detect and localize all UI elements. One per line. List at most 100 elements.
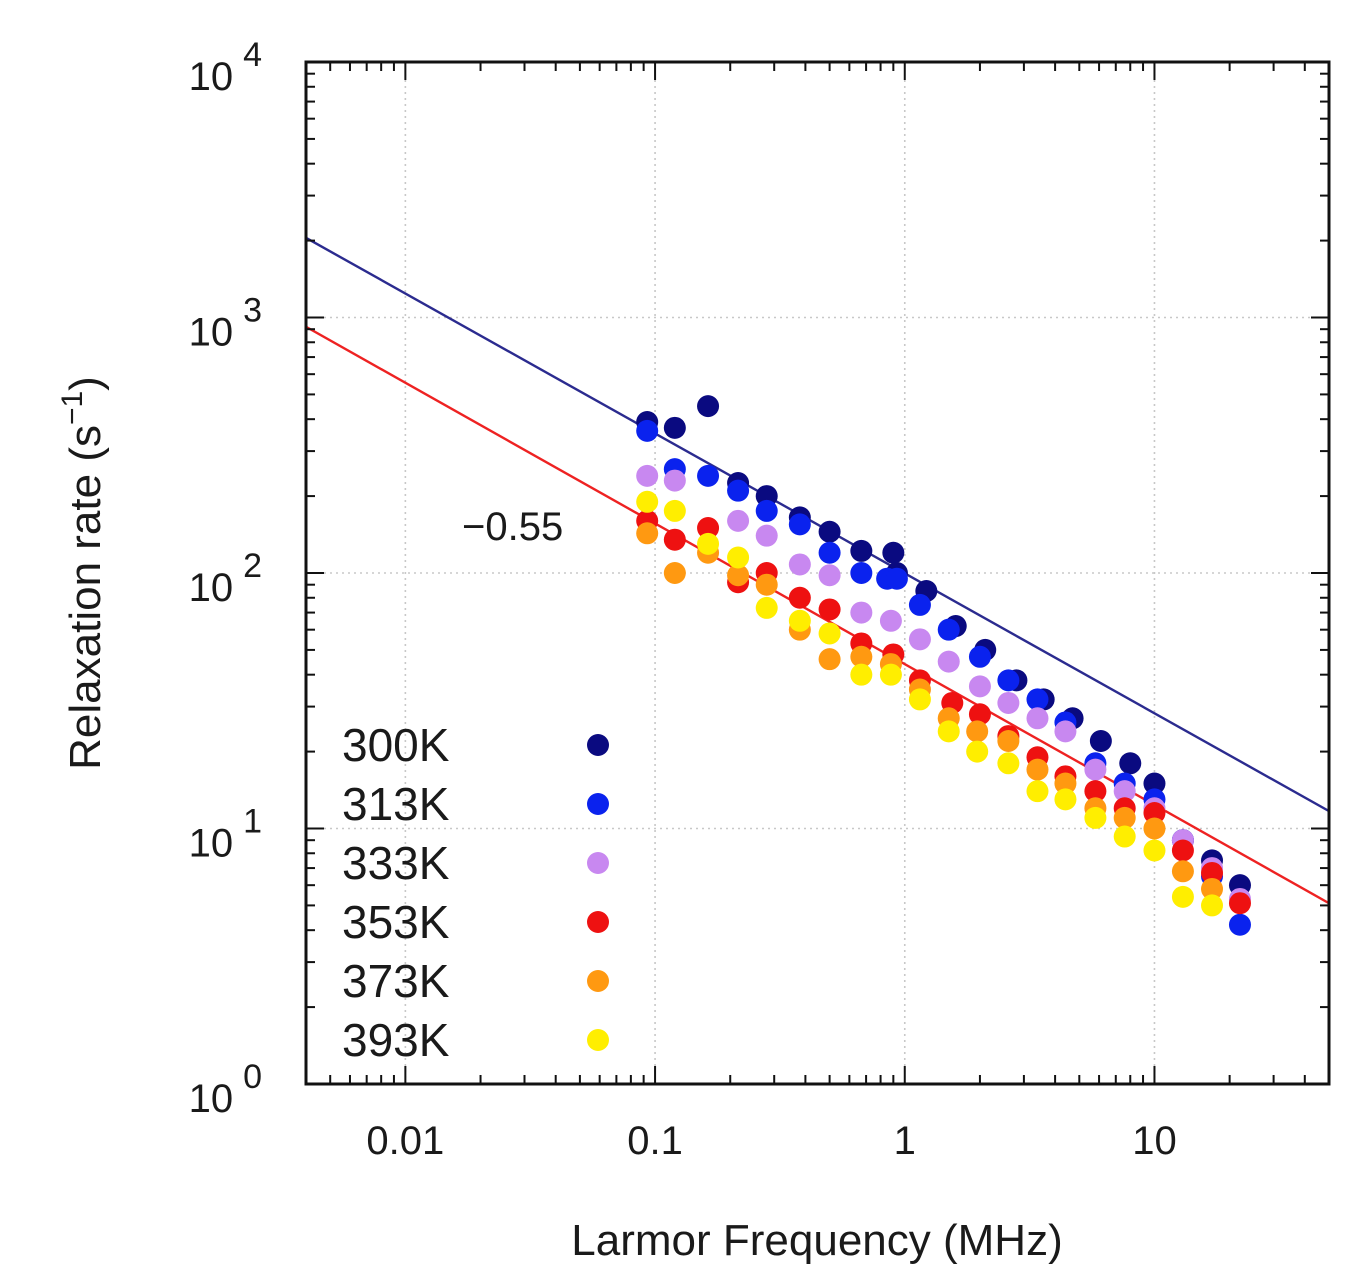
point-300K <box>663 416 686 439</box>
point-333K <box>968 675 991 698</box>
grid <box>306 62 1329 1084</box>
point-393K <box>997 752 1020 775</box>
point-373K <box>1143 817 1166 840</box>
point-313K <box>727 479 750 502</box>
point-333K <box>1026 707 1049 730</box>
x-tick-label: 0.1 <box>627 1119 683 1163</box>
point-393K <box>788 609 811 632</box>
legend-label-353K: 353K <box>342 896 450 948</box>
point-393K <box>1143 839 1166 862</box>
y-tick-exponent: 0 <box>243 1058 262 1096</box>
point-333K <box>1084 758 1107 781</box>
point-333K <box>997 691 1020 714</box>
point-393K <box>636 490 659 513</box>
point-373K <box>1171 860 1194 883</box>
point-393K <box>1113 825 1136 848</box>
slope-annotation: −0.55 <box>462 505 563 549</box>
point-313K <box>997 669 1020 692</box>
point-333K <box>788 553 811 576</box>
x-axis-title: Larmor Frequency (MHz) <box>571 1216 1062 1265</box>
x-tick-label: 1 <box>894 1119 916 1163</box>
point-313K <box>908 593 931 616</box>
legend-marker-300K <box>587 734 609 756</box>
point-333K <box>1054 720 1077 743</box>
point-313K <box>1228 913 1251 936</box>
point-300K <box>1119 752 1142 775</box>
axis-ticks <box>305 61 1330 1085</box>
point-373K <box>636 522 659 545</box>
y-tick-exponent: 4 <box>243 36 262 74</box>
point-353K <box>788 586 811 609</box>
data-points <box>636 395 1251 936</box>
point-353K <box>1228 892 1251 915</box>
y-tick-base: 10 <box>189 822 234 866</box>
y-tick-label: 10 2 <box>189 547 262 610</box>
legend-label-313K: 313K <box>342 778 450 830</box>
y-axis-title: Relaxation rate (s−1) <box>56 376 110 770</box>
legend-label-393K: 393K <box>342 1014 450 1066</box>
point-333K <box>879 609 902 632</box>
point-353K <box>1084 780 1107 803</box>
legend-marker-353K <box>587 911 609 933</box>
legend: 300K 313K 333K 353K 373K 393K <box>342 719 609 1066</box>
point-393K <box>850 663 873 686</box>
point-393K <box>908 688 931 711</box>
point-300K <box>818 520 841 543</box>
y-tick-base: 10 <box>189 55 234 99</box>
point-313K <box>850 562 873 584</box>
legend-marker-333K <box>587 852 609 874</box>
point-353K <box>1171 839 1194 862</box>
point-300K <box>1089 730 1112 753</box>
point-393K <box>879 663 902 686</box>
point-353K <box>1143 801 1166 824</box>
point-353K <box>1201 861 1224 884</box>
point-333K <box>755 524 778 547</box>
point-373K <box>1026 758 1049 781</box>
point-393K <box>727 546 750 569</box>
point-300K <box>1143 772 1166 795</box>
x-tick-label: 10 <box>1132 1119 1177 1163</box>
point-313K <box>818 541 841 564</box>
point-313K <box>937 618 960 641</box>
point-333K <box>663 469 686 492</box>
point-300K <box>850 539 873 562</box>
point-393K <box>937 720 960 743</box>
point-373K <box>1201 877 1224 900</box>
point-333K <box>908 628 931 651</box>
point-300K <box>882 541 905 564</box>
y-tick-base: 10 <box>189 311 234 355</box>
point-373K <box>663 562 686 584</box>
legend-label-373K: 373K <box>342 955 450 1007</box>
y-tick-label: 10 1 <box>189 803 262 866</box>
point-313K <box>1026 688 1049 711</box>
fit-300K-line <box>306 236 1329 813</box>
fit-lines <box>306 236 1329 905</box>
point-393K <box>966 740 989 763</box>
point-373K <box>997 730 1020 753</box>
y-tick-label: 10 0 <box>189 1058 262 1121</box>
point-313K <box>697 464 720 487</box>
point-313K <box>636 419 659 442</box>
y-tick-exponent: 2 <box>243 547 262 585</box>
point-373K <box>1054 772 1077 795</box>
point-373K <box>818 648 841 671</box>
point-393K <box>755 596 778 619</box>
point-353K <box>968 703 991 726</box>
y-axis-title-superscript: −1 <box>56 391 89 425</box>
point-333K <box>937 650 960 673</box>
y-tick-label: 10 3 <box>189 292 262 355</box>
point-300K <box>697 395 720 418</box>
point-393K <box>1171 885 1194 908</box>
fit-353K-line <box>306 325 1329 905</box>
point-393K <box>1026 780 1049 803</box>
legend-marker-393K <box>587 1029 609 1051</box>
point-353K <box>663 528 686 551</box>
legend-marker-313K <box>587 793 609 815</box>
point-333K <box>727 509 750 532</box>
legend-marker-373K <box>587 970 609 992</box>
point-373K <box>1113 806 1136 829</box>
legend-label-333K: 333K <box>342 837 450 889</box>
y-tick-label: 10 4 <box>189 36 262 99</box>
